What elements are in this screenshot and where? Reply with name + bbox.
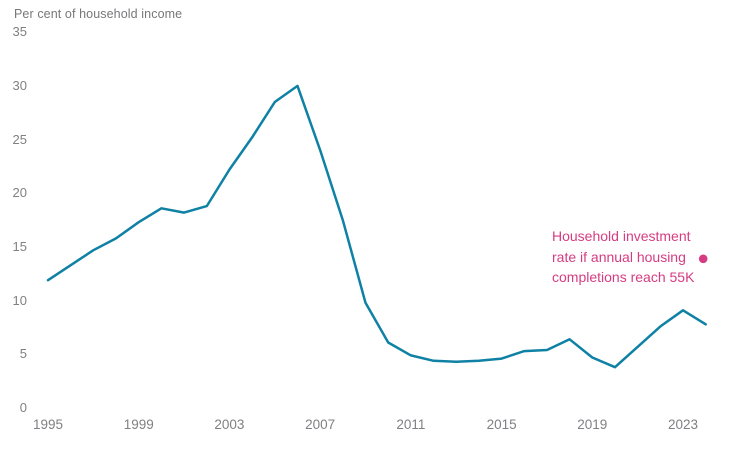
x-axis-tick-label: 2019 <box>577 417 608 432</box>
y-axis-tick-label: 35 <box>12 24 27 40</box>
scenario-point-marker <box>698 254 708 264</box>
x-axis-tick-label: 1999 <box>123 417 154 432</box>
y-axis-tick-label: 30 <box>12 77 27 93</box>
household-investment-line <box>46 84 707 369</box>
y-axis-tick-label: 0 <box>19 400 27 415</box>
y-axis-tick-label: 15 <box>12 238 27 254</box>
x-axis-tick-label: 2023 <box>668 417 699 432</box>
y-axis-tick-label: 5 <box>19 346 27 362</box>
y-axis-tick-label: 25 <box>12 131 27 147</box>
chart-title: Per cent of household income <box>14 7 183 21</box>
x-axis-tick-label: 2007 <box>305 417 336 432</box>
y-axis-tick-label: 10 <box>12 292 27 308</box>
scenario-annotation-label: Household investment rate if annual hous… <box>552 228 695 285</box>
x-axis-tick-label: 2003 <box>214 417 245 432</box>
x-axis-tick-label: 1995 <box>32 417 64 432</box>
x-axis-tick-label: 2011 <box>396 417 426 432</box>
y-axis-tick-label: 20 <box>12 185 27 201</box>
x-axis-tick-label: 2015 <box>486 417 517 432</box>
